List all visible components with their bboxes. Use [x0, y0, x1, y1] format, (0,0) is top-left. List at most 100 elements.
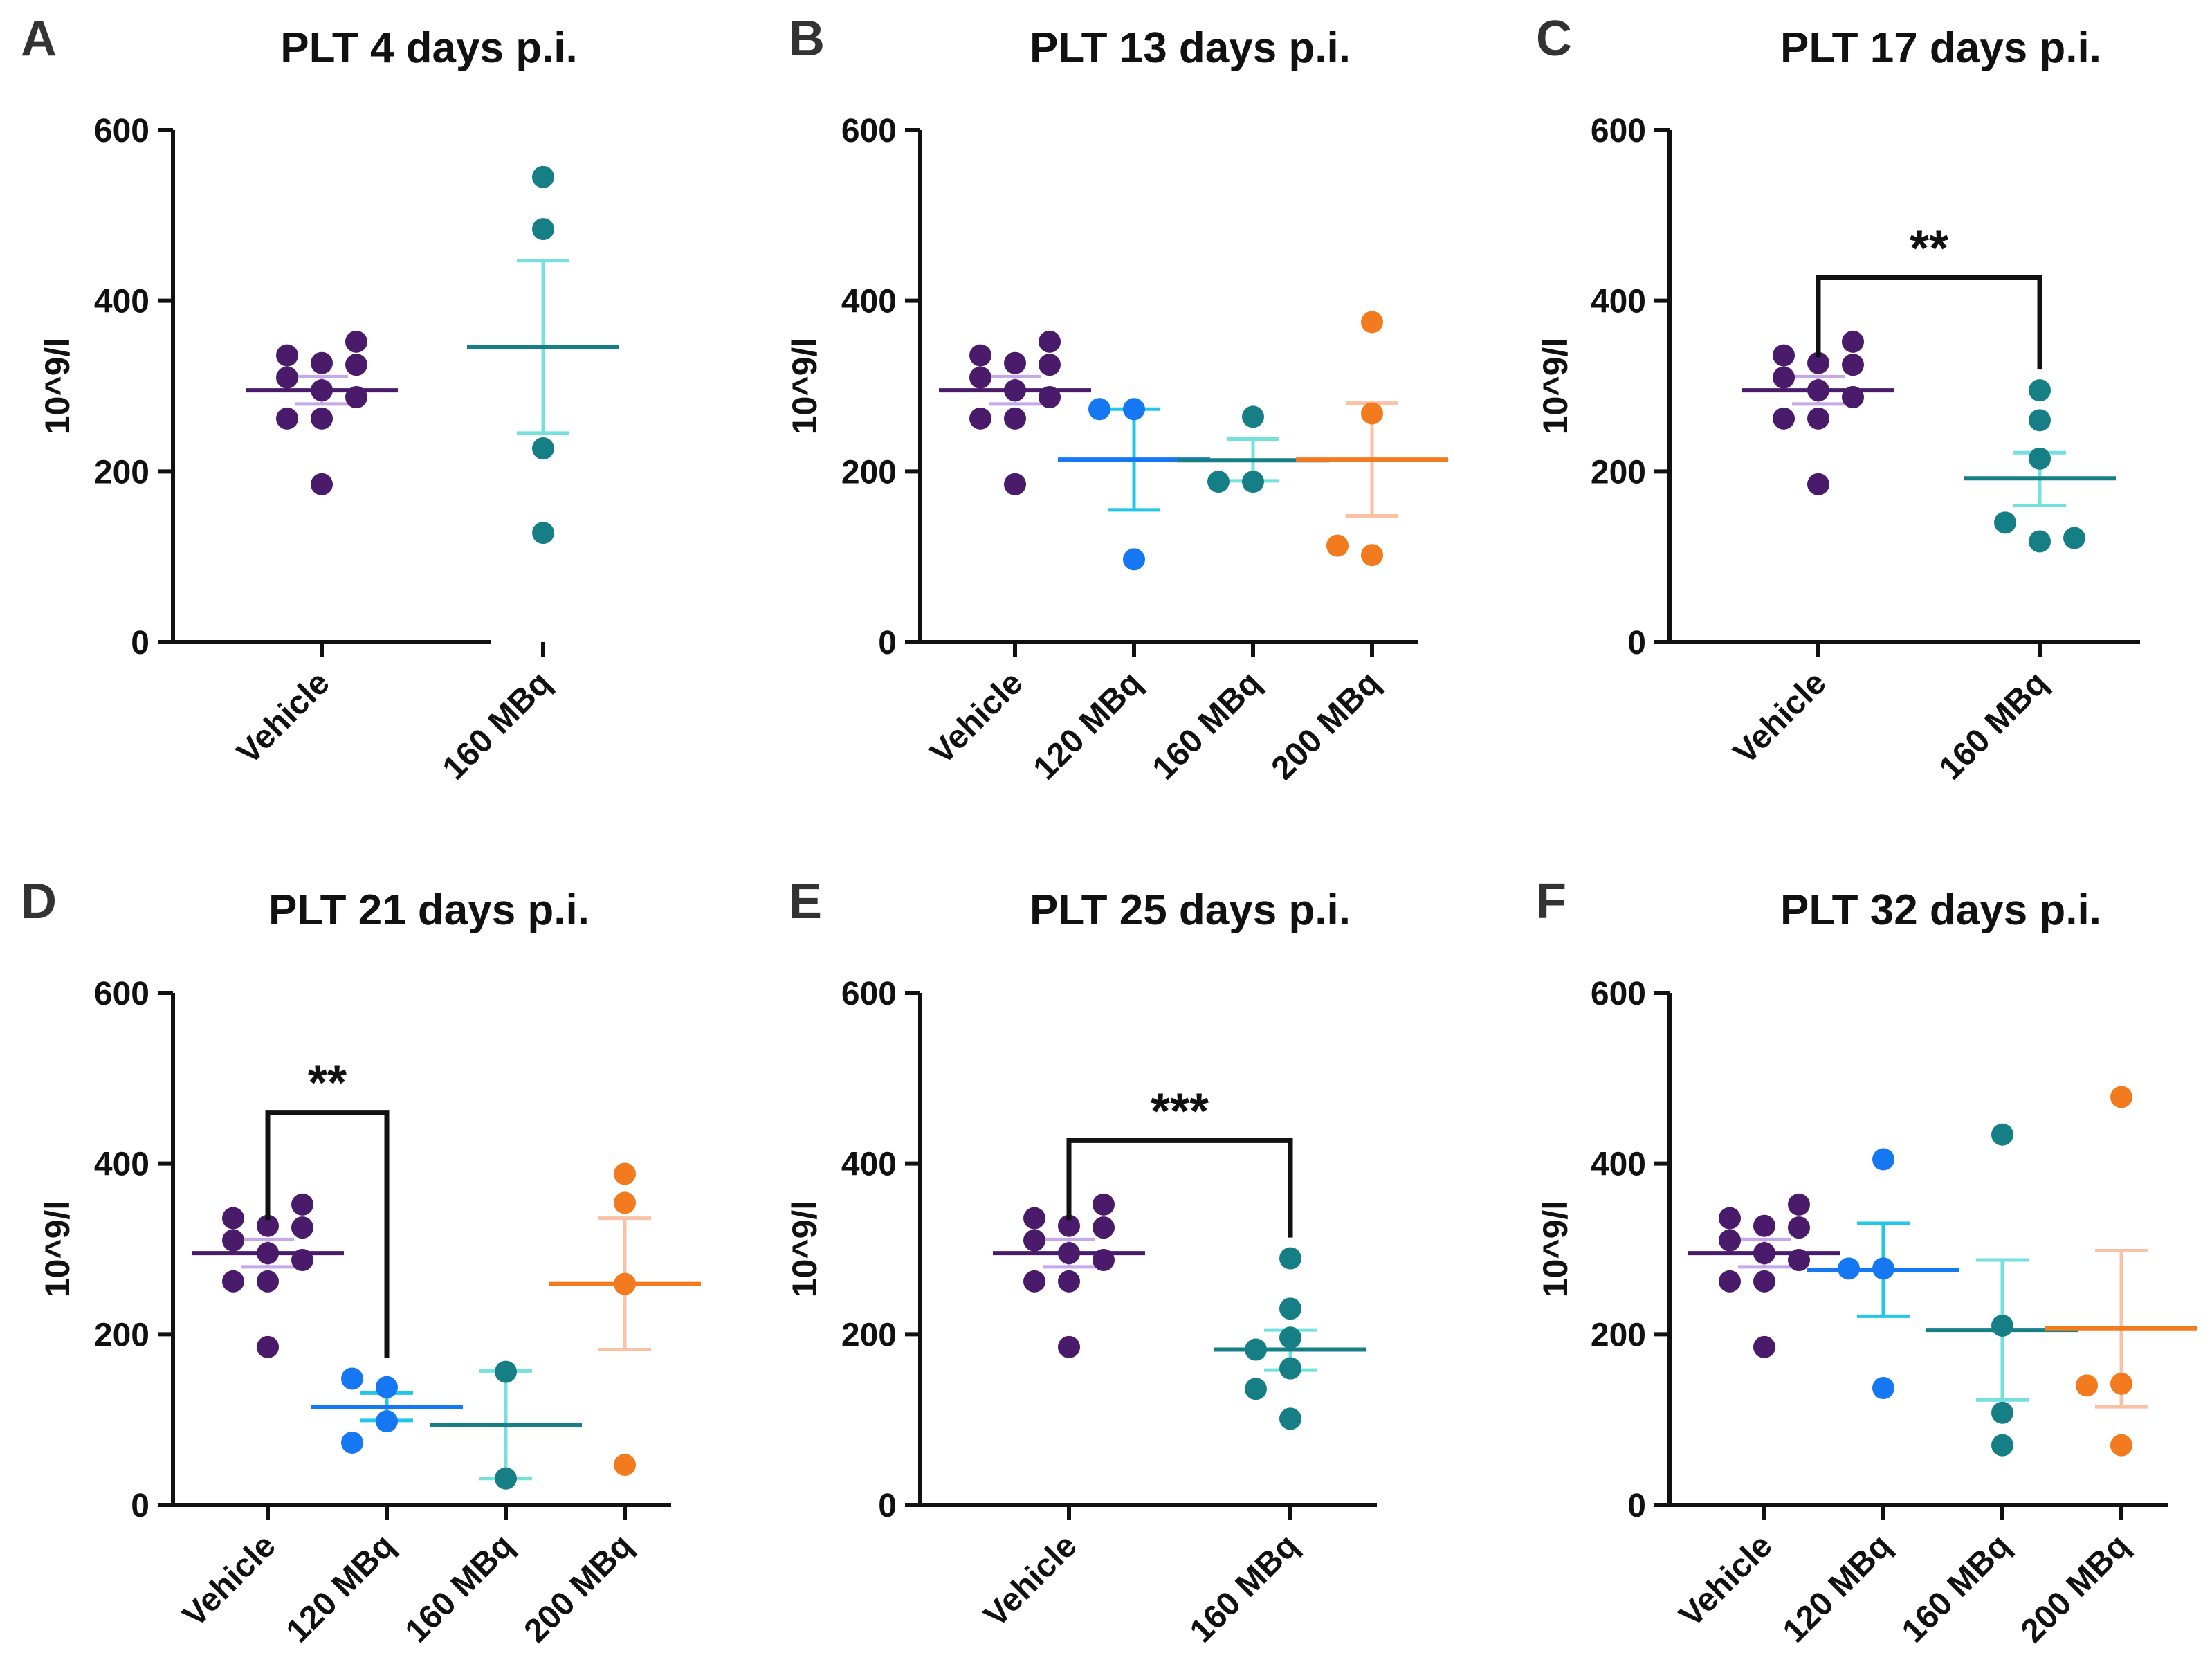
- data-point: [376, 1410, 398, 1433]
- data-point: [276, 366, 298, 389]
- y-tick-label: 400: [94, 1147, 149, 1183]
- data-point: [1991, 1434, 2013, 1457]
- data-point: [1023, 1207, 1045, 1230]
- data-point: [345, 354, 367, 376]
- data-point: [311, 407, 333, 430]
- data-point: [291, 1216, 313, 1239]
- y-tick-label: 200: [841, 1317, 897, 1353]
- data-point: [1753, 1270, 1775, 1293]
- group-160-mbq: [1214, 1247, 1366, 1430]
- data-point: [1245, 1378, 1267, 1400]
- data-point: [1023, 1229, 1045, 1252]
- chart-title: PLT 21 days p.i.: [268, 886, 589, 934]
- data-point: [532, 437, 554, 460]
- data-point: [1872, 1148, 1894, 1171]
- data-point: [614, 1162, 636, 1185]
- data-point: [1788, 1216, 1810, 1239]
- y-tick-label: 0: [1627, 625, 1646, 661]
- y-axis-label: 10^9/l: [785, 1200, 824, 1297]
- data-point: [1004, 473, 1026, 495]
- data-point: [969, 344, 991, 367]
- y-tick-label: 0: [878, 1488, 897, 1524]
- data-point: [1361, 544, 1383, 567]
- chart-title: PLT 13 days p.i.: [1030, 24, 1351, 72]
- panel-e: E PLT 25 days p.i. 10^9/l 0 200 400 600 Vehicle…: [785, 874, 1377, 1650]
- x-tick-label: 200 MBq: [2014, 1527, 2137, 1650]
- data-point: [2029, 409, 2051, 432]
- data-point: [2029, 530, 2051, 553]
- data-point: [2110, 1086, 2132, 1108]
- data-point: [1788, 1193, 1810, 1216]
- significance-label: **: [1910, 221, 1948, 276]
- panel-d: D PLT 21 days p.i. 10^9/l 0 200 400 600 Vehicle…: [21, 874, 701, 1650]
- data-point: [1994, 511, 2016, 534]
- data-point: [1773, 407, 1795, 430]
- data-point: [2110, 1434, 2132, 1457]
- data-point: [1093, 1216, 1115, 1239]
- data-point: [1123, 548, 1145, 571]
- y-tick-label: 600: [841, 113, 897, 149]
- data-point: [1773, 366, 1795, 389]
- y-tick-label: 400: [94, 284, 149, 320]
- y-tick-label: 200: [841, 454, 897, 491]
- group-200-mbq: [1296, 311, 1448, 567]
- data-point: [1361, 402, 1383, 425]
- data-point: [1773, 344, 1795, 367]
- y-tick-label: 200: [94, 454, 149, 491]
- panel-a: A PLT 4 days p.i. 10^9/l 0 200 400 600 Vehicle 1…: [21, 11, 619, 787]
- group-vehicle: [1742, 330, 1894, 495]
- significance-label: ***: [1151, 1084, 1209, 1139]
- data-point: [2029, 379, 2051, 402]
- chart-title: PLT 4 days p.i.: [280, 24, 578, 72]
- data-point: [1807, 473, 1829, 495]
- x-tick-label: 200 MBq: [518, 1527, 640, 1650]
- data-point: [532, 522, 554, 545]
- data-point: [2110, 1372, 2132, 1395]
- data-point: [1807, 407, 1829, 430]
- group-160-mbq: [1177, 405, 1329, 493]
- data-point: [532, 218, 554, 241]
- y-tick-label: 600: [94, 976, 149, 1012]
- group-vehicle: [939, 330, 1091, 495]
- data-point: [1753, 1335, 1775, 1358]
- y-tick-label: 600: [94, 113, 149, 149]
- data-point: [1326, 534, 1349, 557]
- data-point: [1753, 1214, 1775, 1237]
- group-120-mbq: [1807, 1148, 1959, 1400]
- y-tick-label: 400: [841, 284, 897, 320]
- data-point: [257, 1270, 279, 1293]
- data-point: [495, 1467, 517, 1490]
- group-vehicle: [993, 1193, 1145, 1358]
- data-point: [1242, 471, 1264, 493]
- data-point: [276, 344, 298, 367]
- x-tick-label: 160 MBq: [1932, 664, 2055, 787]
- data-point: [257, 1335, 279, 1358]
- significance-label: **: [308, 1056, 347, 1111]
- x-tick-label: 120 MBq: [1027, 664, 1149, 787]
- data-point: [1991, 1401, 2013, 1424]
- data-point: [1058, 1270, 1080, 1293]
- y-axis-label: 10^9/l: [38, 338, 77, 435]
- group-200-mbq: [549, 1162, 701, 1477]
- panel-f: F PLT 32 days p.i. 10^9/l 0 200 400 600 Vehicle…: [1536, 874, 2197, 1650]
- group-160-mbq: [1926, 1123, 2078, 1457]
- data-point: [345, 330, 367, 353]
- data-point: [222, 1207, 244, 1230]
- x-tick-label: 160 MBq: [1146, 664, 1268, 787]
- data-point: [222, 1229, 244, 1252]
- group-160-mbq: [430, 1360, 582, 1490]
- significance-bracket: [1816, 275, 2042, 370]
- data-point: [1719, 1270, 1741, 1293]
- x-tick-label: 160 MBq: [1895, 1527, 2018, 1650]
- panel-letter: E: [789, 874, 822, 929]
- x-tick-label: Vehicle: [1726, 664, 1833, 771]
- group-120-mbq: [311, 1367, 463, 1454]
- data-point: [1807, 351, 1829, 374]
- group-160-mbq: [1964, 379, 2116, 553]
- data-point: [1023, 1270, 1045, 1293]
- x-tick-label: 120 MBq: [280, 1527, 402, 1650]
- y-tick-label: 200: [94, 1317, 149, 1353]
- data-point: [1088, 398, 1110, 421]
- x-tick-label: 120 MBq: [1776, 1527, 1899, 1650]
- group-vehicle: [1688, 1193, 1840, 1358]
